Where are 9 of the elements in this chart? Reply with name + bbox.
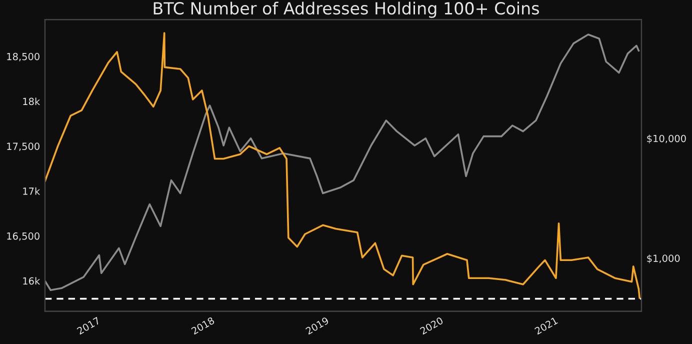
y-tick-label: 16,500 <box>7 232 40 241</box>
y2-tick-label: $1,000 <box>647 254 680 264</box>
y2-tick-label: $10,000 <box>647 134 686 144</box>
y-tick-label: 18,500 <box>7 52 40 62</box>
y-tick-label: 18k <box>23 98 40 106</box>
y-tick-label: 17k <box>23 187 40 195</box>
chart-title: BTC Number of Addresses Holding 100+ Coins <box>154 2 539 18</box>
y-tick-label: 16k <box>23 277 40 285</box>
y-tick-label: 17,500 <box>7 142 40 151</box>
